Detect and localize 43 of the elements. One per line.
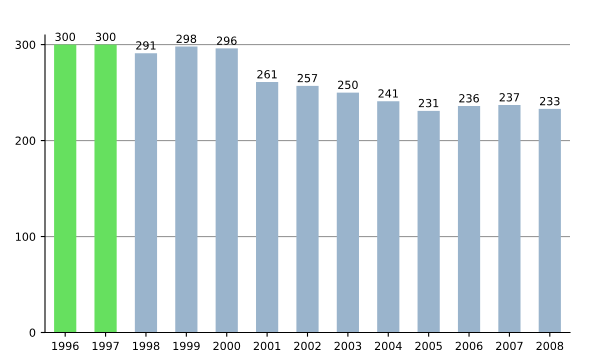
data-label: 231 [418,98,438,108]
bar [94,44,117,332]
y-tick-label: 200 [16,136,36,145]
x-tick-label: 1998 [133,342,160,350]
x-tick-label: 2002 [294,342,321,350]
bar [134,53,158,332]
bar [377,101,400,332]
x-tick-label: 1996 [52,342,79,350]
bar [498,105,521,332]
data-label: 296 [216,36,237,45]
data-label: 241 [378,89,398,98]
data-label: 237 [500,93,520,102]
x-tick-label: 2004 [374,342,402,350]
data-label: 291 [136,41,156,50]
bar [296,86,319,332]
y-tick-label: 100 [16,232,36,241]
data-label: 300 [96,32,116,42]
x-tick-label: 2008 [536,342,564,350]
bar [54,44,76,332]
data-label: 236 [459,94,479,102]
x-tick-label: 2003 [334,342,362,350]
y-tick-label: 0 [30,328,36,337]
x-tick-label: 2001 [254,342,280,350]
x-tick-label: 2006 [456,342,482,350]
x-tick-label: 2005 [415,342,442,350]
data-label: 298 [176,34,196,43]
bar [538,108,561,332]
x-tick-label: 2000 [213,342,240,350]
bar [256,82,278,332]
bar [418,110,440,332]
data-label: 257 [298,74,318,82]
y-tick-label: 300 [16,40,36,49]
data-label: 261 [257,70,277,78]
bar [216,48,238,332]
bar [336,92,359,332]
data-label: 233 [540,96,560,106]
bar [458,106,480,332]
bar [175,46,198,332]
x-tick-label: 1999 [173,342,200,350]
x-tick-label: 1997 [92,342,119,350]
data-label: 250 [338,80,358,90]
x-tick-label: 2007 [496,342,523,350]
data-label: 300 [55,32,76,42]
